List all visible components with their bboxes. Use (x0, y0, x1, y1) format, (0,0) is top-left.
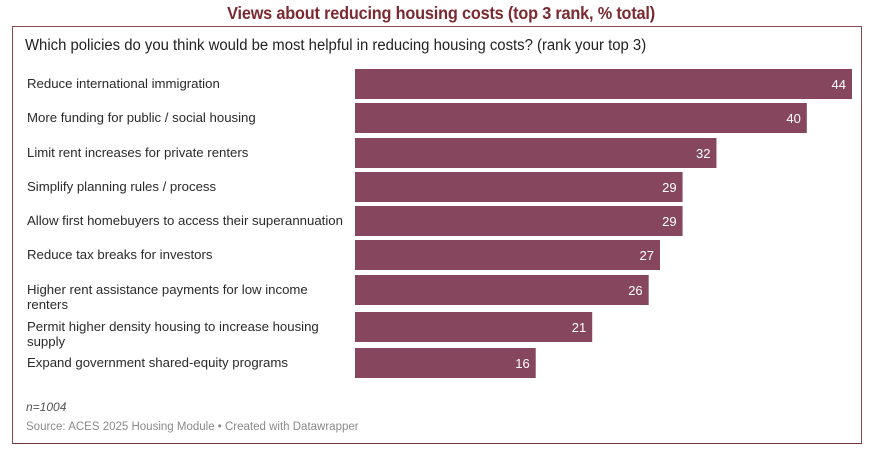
bar-value-label: 16 (515, 356, 529, 371)
sample-size-note: n=1004 (26, 400, 67, 414)
chart-title: Views about reducing housing costs (top … (227, 3, 655, 23)
bar (355, 206, 683, 236)
bar-value-label: 44 (832, 77, 846, 92)
category-label: Simplify planning rules / process (27, 179, 217, 194)
bar-value-label: 26 (628, 283, 642, 298)
bar (355, 172, 683, 202)
source-note: Source: ACES 2025 Housing Module • Creat… (26, 421, 359, 433)
bar (355, 275, 649, 305)
bar-value-label: 29 (662, 180, 676, 195)
bar-value-label: 21 (572, 320, 586, 335)
category-label: Reduce tax breaks for investors (27, 247, 213, 262)
category-label: More funding for public / social housing (27, 110, 256, 125)
category-label: Permit higher density housing to increas… (27, 319, 319, 349)
category-label: Allow first homebuyers to access their s… (27, 213, 343, 228)
bar (355, 138, 717, 168)
bar (355, 69, 852, 99)
category-label: Expand government shared-equity programs (27, 355, 288, 370)
bar-value-label: 40 (786, 111, 800, 126)
chart-question: Which policies do you think would be mos… (25, 37, 647, 54)
category-label: Limit rent increases for private renters (27, 145, 249, 160)
bar-value-label: 32 (696, 146, 710, 161)
bar (355, 103, 807, 133)
bar (355, 348, 536, 378)
category-label: Reduce international immigration (27, 76, 220, 91)
bar-value-label: 27 (640, 248, 654, 263)
category-label: Higher rent assistance payments for low … (27, 282, 308, 312)
bar-value-label: 29 (662, 214, 676, 229)
bar (355, 312, 593, 342)
bar (355, 240, 660, 270)
